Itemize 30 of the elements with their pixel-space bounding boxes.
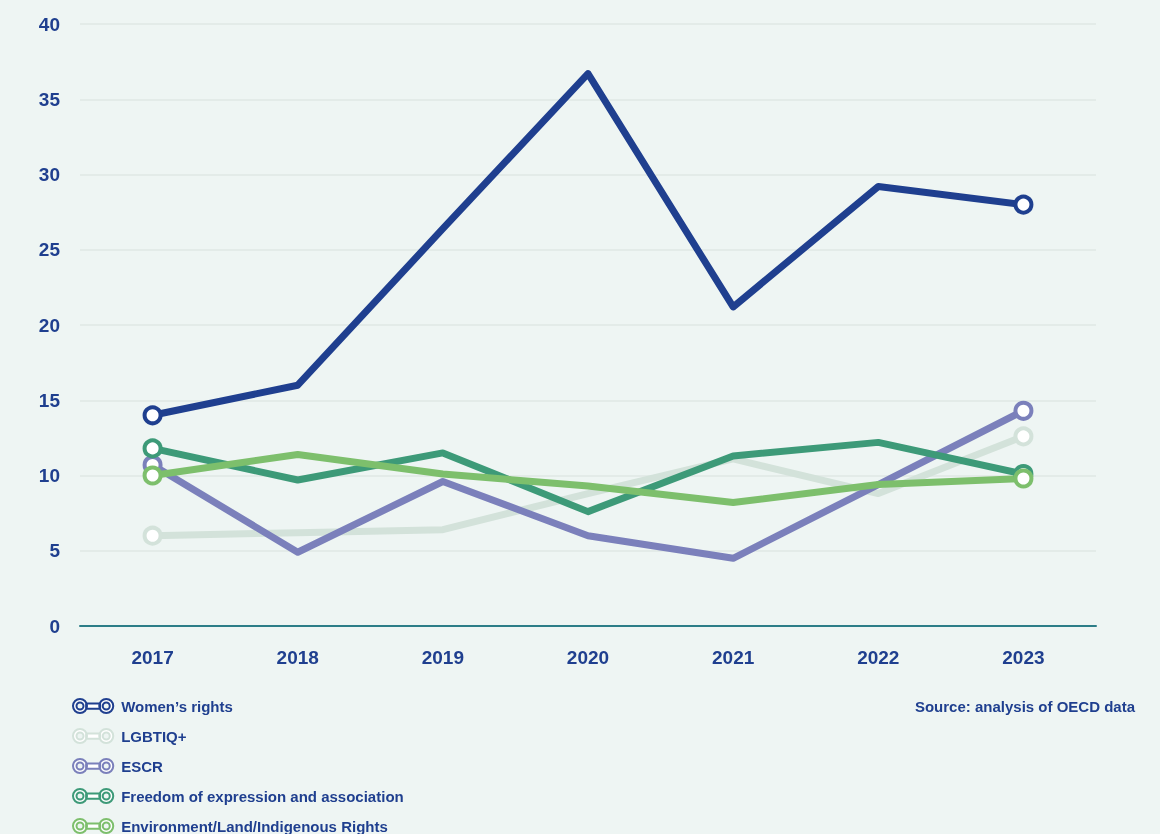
legend-label: LGBTIQ+ <box>121 727 187 745</box>
point <box>1013 426 1034 447</box>
y-tick-label: 25 <box>38 239 61 261</box>
x-tick-label: 2021 <box>712 647 755 668</box>
y-tick-label: 40 <box>38 13 60 35</box>
y-tick-label: 10 <box>38 465 60 486</box>
x-tick-label: 2019 <box>421 647 464 668</box>
y-tick-label: 5 <box>49 540 61 562</box>
legend-label: Environment/Land/Indigenous Rights <box>121 817 388 834</box>
point <box>142 405 163 426</box>
legend-label: ESCR <box>121 757 163 775</box>
y-tick-label: 30 <box>38 164 60 185</box>
point <box>1013 468 1034 489</box>
x-tick-label: 2017 <box>131 647 174 668</box>
point <box>142 525 163 546</box>
x-tick-label: 2018 <box>276 647 319 668</box>
legend-label: Freedom of expression and association <box>121 787 404 805</box>
legend-label: Women’s rights <box>121 697 233 715</box>
y-tick-label: 15 <box>38 389 61 411</box>
point <box>1013 400 1034 421</box>
point <box>142 465 163 486</box>
source-note: Source: analysis of OECD data <box>914 698 1136 715</box>
x-tick-label: 2023 <box>1002 647 1045 668</box>
point <box>1013 194 1034 215</box>
y-tick-label: 35 <box>38 88 61 110</box>
x-tick-label: 2022 <box>857 647 900 668</box>
point <box>142 438 163 459</box>
x-tick-label: 2020 <box>566 647 610 668</box>
y-tick-label: 0 <box>49 615 60 637</box>
y-tick-label: 20 <box>38 314 60 336</box>
